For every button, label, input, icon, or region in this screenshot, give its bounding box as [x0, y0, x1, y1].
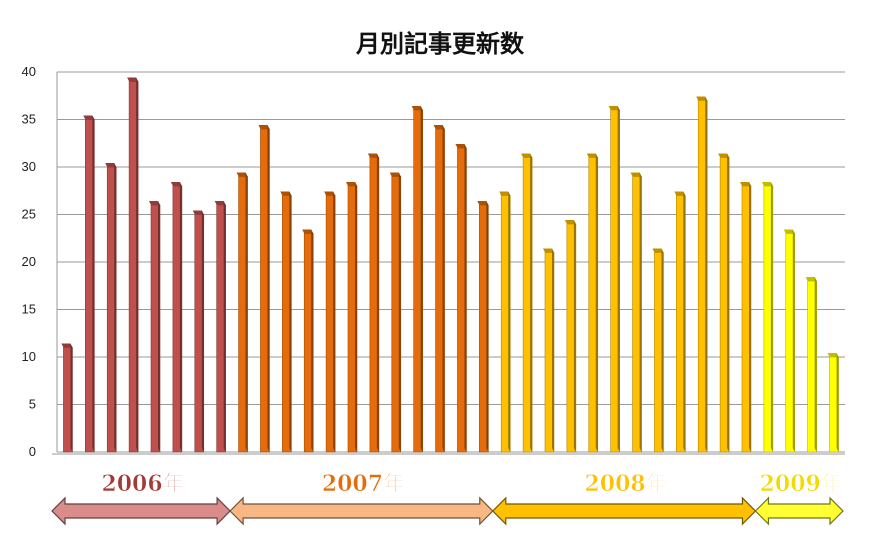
bar	[105, 163, 117, 453]
bar	[367, 153, 380, 453]
bar	[411, 106, 423, 453]
y-tick-label: 35	[22, 112, 36, 127]
bar	[718, 153, 730, 453]
bar	[761, 182, 774, 453]
bar	[564, 220, 577, 453]
year-label: 2008年	[584, 471, 667, 497]
bar	[827, 353, 839, 453]
bar	[433, 125, 445, 453]
bar	[389, 172, 402, 453]
y-axis-ticks: 0 5 10 15 20 25 30 35 40	[22, 64, 36, 459]
y-tick-label: 10	[22, 349, 36, 364]
bar	[280, 191, 292, 453]
year-range-arrow	[51, 496, 231, 526]
bar	[214, 201, 226, 453]
bar	[170, 182, 183, 453]
bar	[346, 182, 358, 453]
year-range-arrow	[754, 496, 844, 526]
year-range-arrow	[491, 496, 757, 526]
bar	[127, 77, 139, 453]
bar	[805, 277, 817, 453]
bar	[586, 153, 599, 453]
chart-title: 月別記事更新数	[355, 30, 525, 58]
bar	[302, 229, 314, 453]
y-tick-label: 0	[29, 444, 36, 459]
bar	[455, 144, 467, 453]
y-tick-label: 5	[29, 397, 36, 412]
year-labels: 2006年 2007年 2008年 2009年	[101, 471, 843, 498]
y-tick-label: 25	[22, 207, 36, 222]
y-tick-label: 20	[22, 254, 36, 269]
bar	[236, 172, 248, 453]
year-arrows	[51, 496, 844, 526]
bar	[630, 172, 642, 453]
year-label: 2009年	[760, 471, 843, 497]
bar	[258, 125, 270, 453]
bar	[543, 248, 555, 453]
bar	[61, 343, 73, 453]
year-range-arrow	[229, 496, 494, 526]
bar	[521, 153, 533, 453]
bar	[740, 182, 752, 453]
bar	[324, 191, 336, 453]
bar	[83, 115, 95, 453]
y-tick-label: 15	[22, 302, 36, 317]
bar	[696, 96, 708, 453]
gridlines	[52, 71, 845, 455]
year-label: 2007年	[322, 471, 405, 497]
bars	[61, 77, 839, 453]
bar	[652, 248, 664, 453]
y-tick-label: 40	[22, 64, 36, 79]
y-tick-label: 30	[22, 159, 36, 174]
year-label: 2006年	[101, 471, 184, 497]
bar	[499, 191, 511, 453]
bar	[674, 191, 686, 453]
bar	[192, 210, 205, 453]
bar	[477, 201, 489, 453]
bar	[149, 201, 161, 453]
bar	[608, 106, 620, 453]
bar	[783, 229, 796, 453]
